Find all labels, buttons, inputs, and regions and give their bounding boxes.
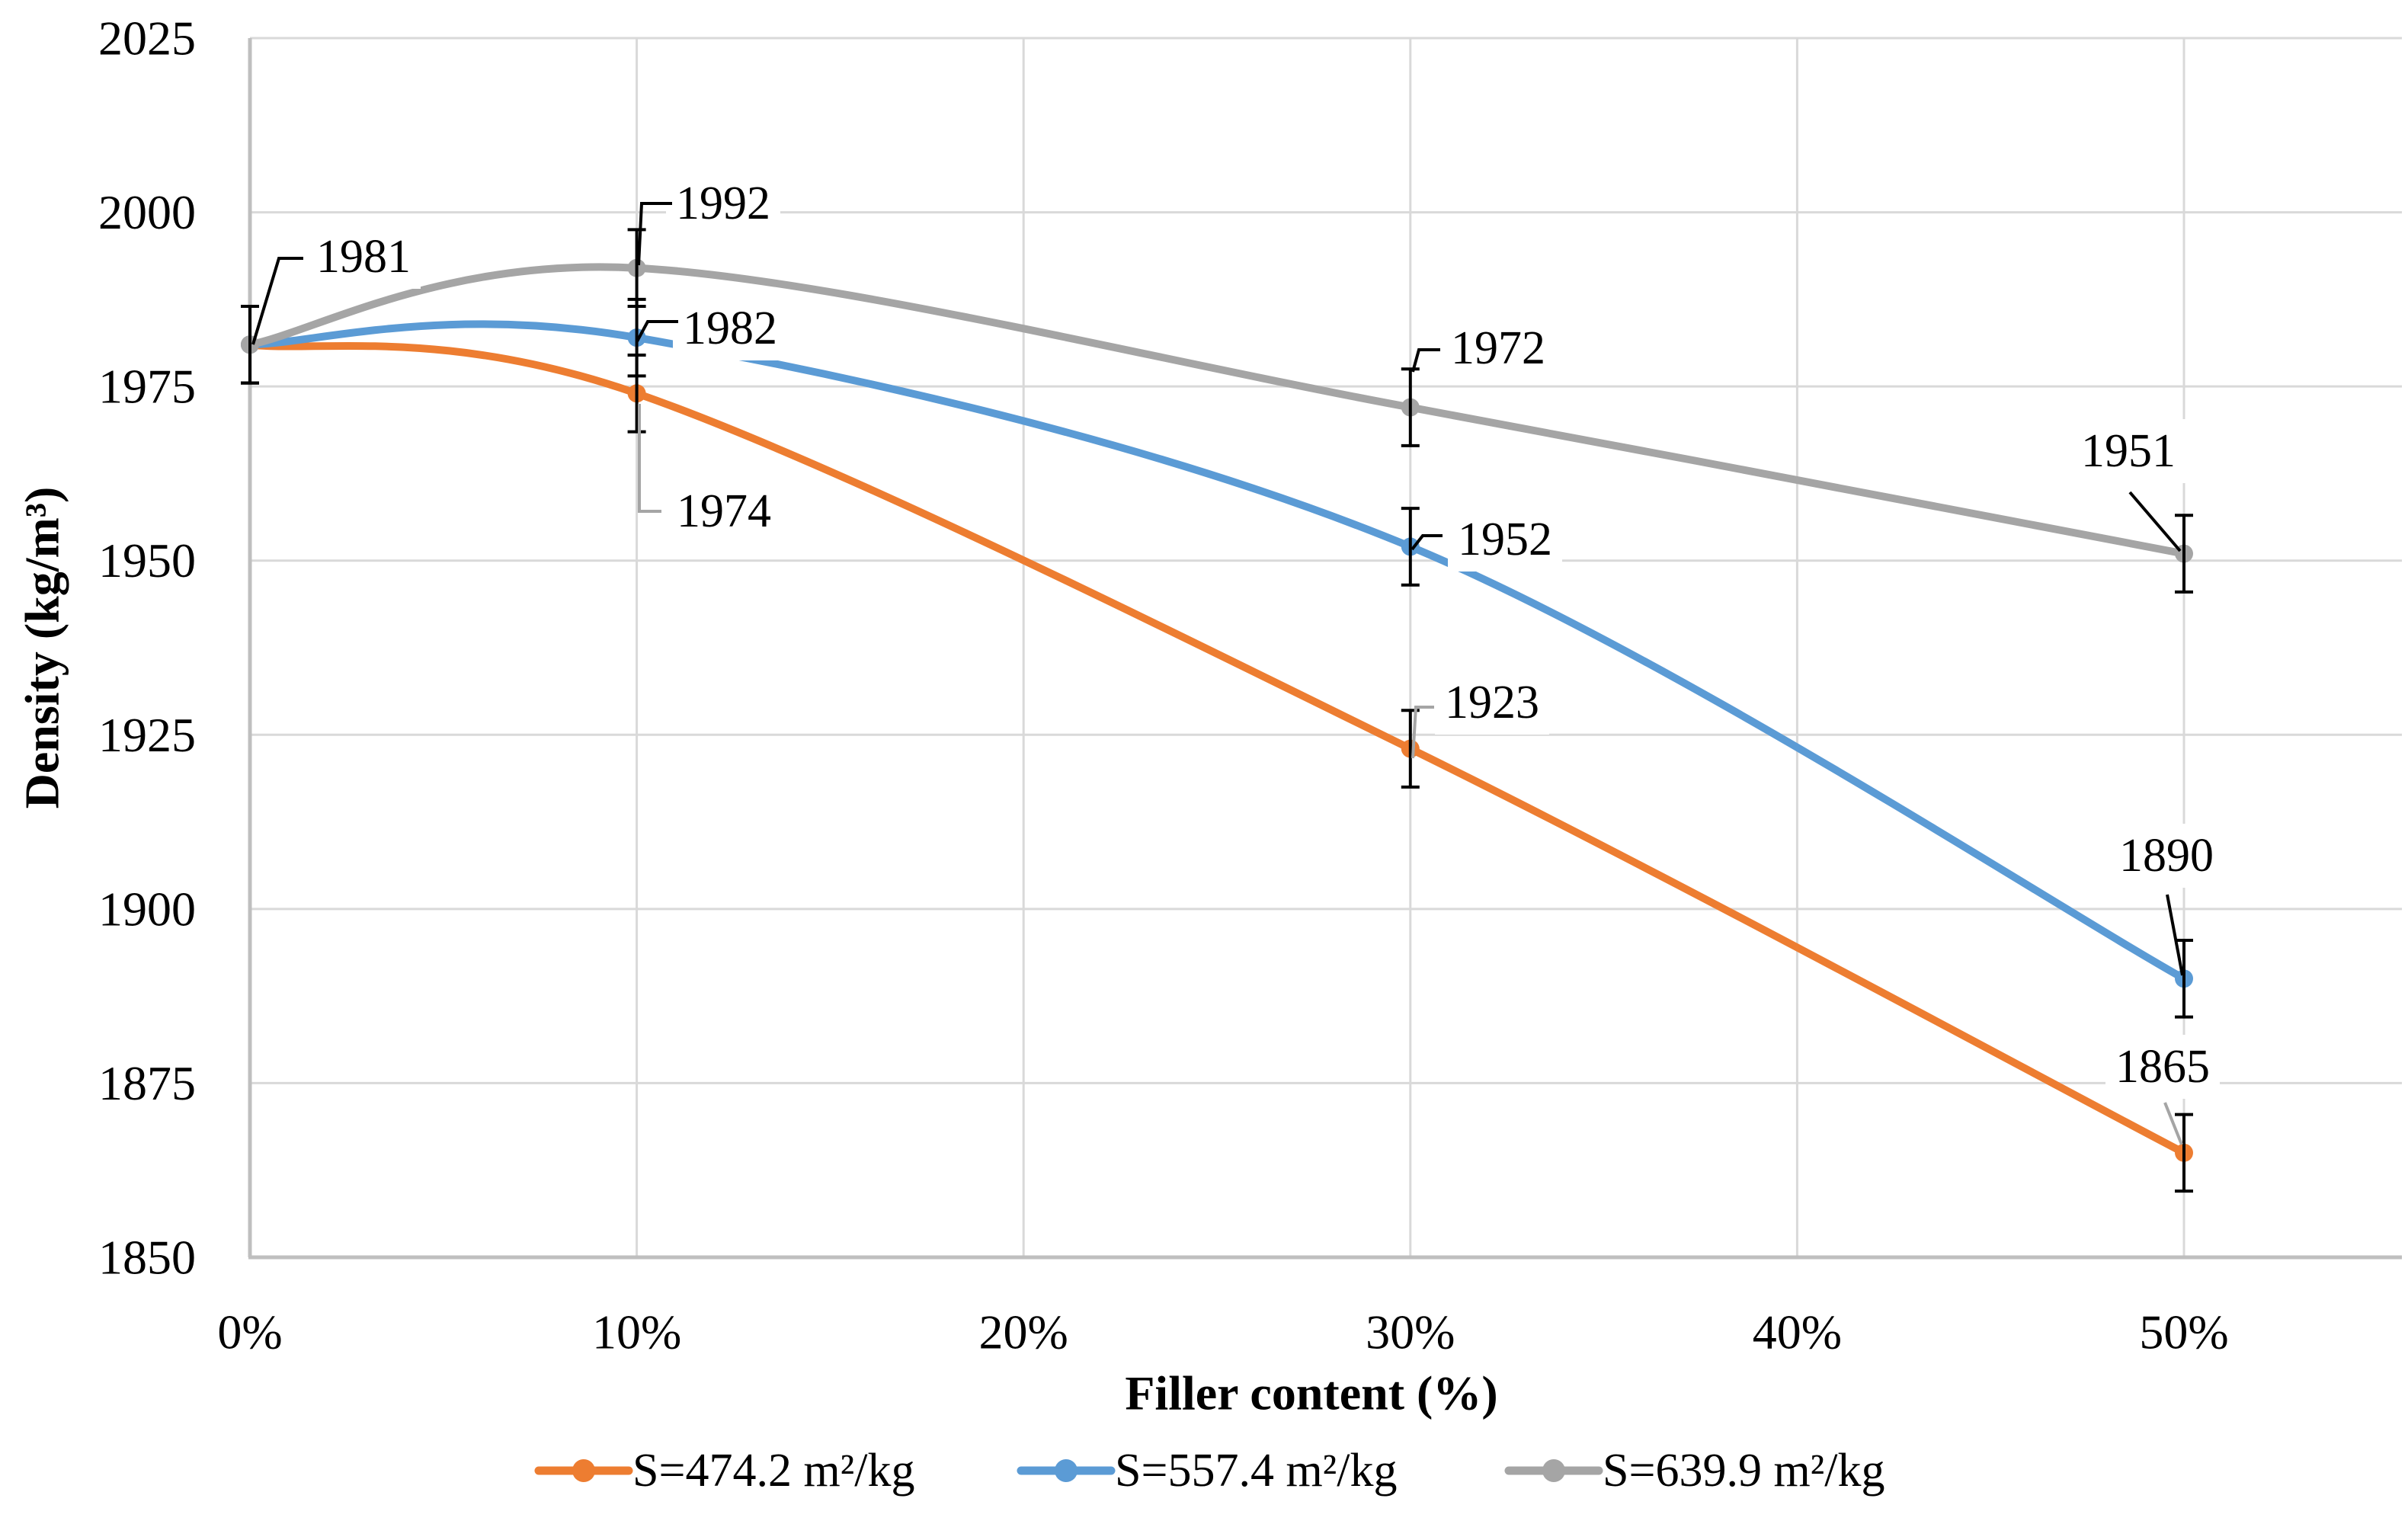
data-label: 1923 [1445, 677, 1539, 728]
legend-marker [1542, 1459, 1565, 1482]
data-label: 1981 [316, 231, 411, 283]
data-label-leader [2128, 491, 2182, 552]
error-bars [241, 228, 2193, 1193]
data-label-box [2105, 1035, 2220, 1099]
x-tick-label: 50% [2139, 1305, 2228, 1359]
gridlines [250, 37, 2402, 1257]
data-label-leader [1411, 534, 1443, 551]
x-tick-label: 30% [1366, 1305, 1455, 1359]
y-tick-label: 1975 [98, 360, 196, 414]
legend-item-2: S=639.9 m²/kg [1504, 1445, 1885, 1497]
data-label: 1982 [683, 303, 777, 354]
data-label-leader [1411, 348, 1440, 373]
data-label: 1890 [2119, 830, 2214, 882]
legend-marker [572, 1459, 595, 1482]
y-tick-label: 1925 [98, 708, 196, 762]
y-tick-label: 1900 [98, 882, 196, 936]
y-axis-title: Density (kg/m³) [15, 487, 69, 809]
legend-label: S=474.2 m²/kg [632, 1445, 915, 1497]
data-label-leader [2166, 894, 2184, 976]
series-curves [246, 263, 2188, 1157]
data-label-leader [637, 202, 672, 266]
x-axis-title: Filler content (%) [1125, 1366, 1497, 1420]
data-label-leader [638, 404, 661, 513]
y-tick-label: 1875 [98, 1056, 196, 1110]
data-label: 1865 [2115, 1041, 2210, 1093]
data-label-box [2109, 824, 2224, 888]
tick-labels: 1850 1875 1900 1925 1950 1975 2000 2025 0% 10% 20%… [98, 11, 2229, 1359]
legend-label: S=639.9 m²/kg [1603, 1445, 1885, 1497]
y-tick-label: 1950 [98, 533, 196, 588]
data-label-leader [2163, 1102, 2183, 1145]
data-label: 1952 [1458, 514, 1552, 565]
data-labels: 1981 1992 1982 1974 1972 1952 1923 1951 1890 1865 [251, 171, 2224, 1145]
series-line-1 [246, 320, 2188, 983]
series-markers [241, 258, 2193, 1162]
data-label-leader [1411, 706, 1434, 759]
axis-lines [248, 38, 2402, 1260]
data-label-box [673, 296, 787, 360]
data-label: 1974 [677, 485, 771, 537]
data-label-box [306, 225, 421, 289]
y-tick-label: 2025 [98, 11, 196, 66]
legend-label: S=557.4 m²/kg [1115, 1445, 1398, 1497]
legend-marker [1055, 1459, 1078, 1482]
x-tick-label: 10% [592, 1305, 681, 1359]
x-tick-label: 20% [979, 1305, 1068, 1359]
legend-item-0: S=474.2 m²/kg [534, 1445, 915, 1497]
legend: S=474.2 m²/kg S=557.4 m²/kg S=639.9 m²/kg [534, 1445, 1885, 1497]
x-tick-label: 40% [1753, 1305, 1842, 1359]
data-label-box [667, 479, 781, 543]
data-label-box [2071, 419, 2185, 483]
data-label-box [1441, 316, 1555, 380]
data-label-box [1448, 507, 1562, 572]
series-line-2 [246, 263, 2188, 558]
data-label: 1972 [1451, 322, 1545, 374]
data-label-box [666, 171, 780, 235]
legend-item-1: S=557.4 m²/kg [1017, 1445, 1398, 1497]
series-line-0 [246, 341, 2188, 1157]
data-label-leader [251, 257, 303, 345]
data-label-leader [636, 320, 678, 342]
y-tick-label: 2000 [98, 185, 196, 239]
data-label-box [1435, 671, 1549, 735]
data-label: 1951 [2081, 425, 2176, 477]
data-label: 1992 [676, 178, 770, 229]
x-tick-label: 0% [217, 1305, 282, 1359]
y-tick-label: 1850 [98, 1230, 196, 1284]
